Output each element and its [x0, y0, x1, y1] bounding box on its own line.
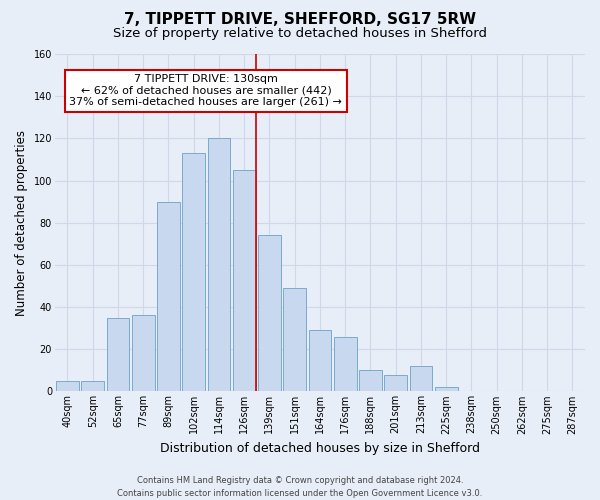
Text: 7, TIPPETT DRIVE, SHEFFORD, SG17 5RW: 7, TIPPETT DRIVE, SHEFFORD, SG17 5RW — [124, 12, 476, 28]
Bar — [384, 374, 407, 392]
Bar — [359, 370, 382, 392]
Bar — [435, 387, 458, 392]
Bar — [107, 318, 130, 392]
Bar — [182, 153, 205, 392]
X-axis label: Distribution of detached houses by size in Shefford: Distribution of detached houses by size … — [160, 442, 480, 455]
Bar — [132, 316, 155, 392]
Bar — [334, 336, 356, 392]
Bar — [410, 366, 432, 392]
Text: 7 TIPPETT DRIVE: 130sqm
← 62% of detached houses are smaller (442)
37% of semi-d: 7 TIPPETT DRIVE: 130sqm ← 62% of detache… — [70, 74, 343, 108]
Bar — [82, 381, 104, 392]
Text: Size of property relative to detached houses in Shefford: Size of property relative to detached ho… — [113, 28, 487, 40]
Bar — [157, 202, 180, 392]
Bar — [56, 381, 79, 392]
Bar — [233, 170, 256, 392]
Y-axis label: Number of detached properties: Number of detached properties — [15, 130, 28, 316]
Bar — [283, 288, 306, 392]
Bar — [258, 236, 281, 392]
Bar — [208, 138, 230, 392]
Bar — [308, 330, 331, 392]
Text: Contains HM Land Registry data © Crown copyright and database right 2024.
Contai: Contains HM Land Registry data © Crown c… — [118, 476, 482, 498]
